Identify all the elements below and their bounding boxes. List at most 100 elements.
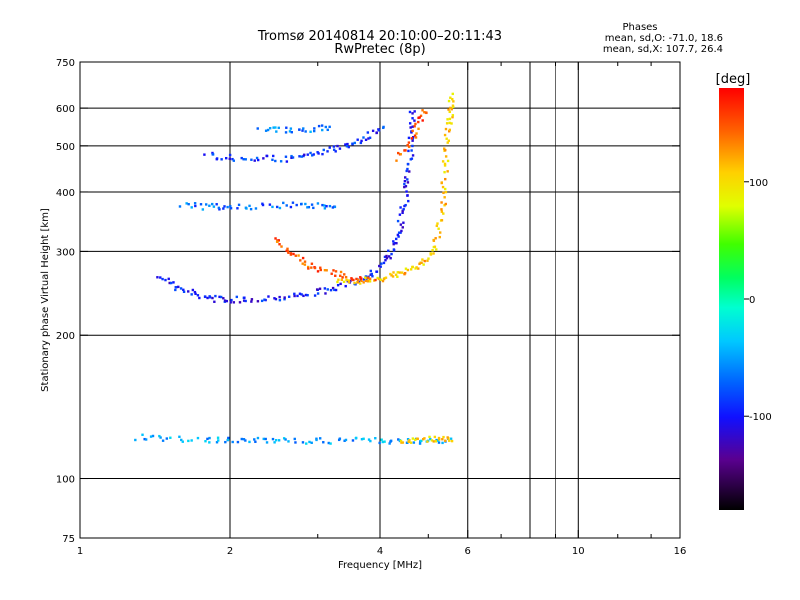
data-point bbox=[261, 202, 264, 205]
data-point bbox=[229, 301, 232, 304]
data-point bbox=[321, 152, 324, 156]
data-point bbox=[368, 277, 372, 281]
data-point bbox=[396, 271, 399, 274]
data-point bbox=[285, 160, 289, 163]
data-point bbox=[198, 296, 201, 300]
data-point bbox=[437, 438, 441, 441]
data-point bbox=[397, 231, 401, 234]
grid-lines bbox=[80, 62, 680, 538]
data-point bbox=[256, 158, 260, 162]
data-point bbox=[446, 436, 449, 439]
data-point bbox=[253, 438, 256, 441]
data-point bbox=[360, 279, 363, 282]
data-point bbox=[393, 241, 396, 245]
colorbar-label: [deg] bbox=[716, 72, 751, 87]
data-point bbox=[274, 126, 277, 129]
data-point bbox=[328, 146, 331, 149]
data-point bbox=[445, 137, 448, 140]
data-point bbox=[347, 280, 351, 284]
data-point bbox=[181, 440, 184, 443]
data-point bbox=[208, 436, 211, 440]
data-point bbox=[224, 440, 227, 444]
data-point bbox=[304, 202, 307, 206]
data-point bbox=[437, 441, 441, 444]
data-point bbox=[352, 278, 355, 282]
data-point bbox=[250, 158, 253, 161]
data-point bbox=[395, 159, 398, 162]
data-point bbox=[254, 207, 258, 210]
data-point bbox=[332, 145, 336, 148]
data-point bbox=[303, 260, 307, 263]
data-point bbox=[399, 439, 403, 443]
data-point bbox=[159, 276, 162, 279]
data-point bbox=[400, 441, 403, 444]
data-point bbox=[242, 299, 246, 302]
data-point bbox=[324, 292, 327, 295]
data-point bbox=[384, 259, 387, 262]
data-point bbox=[421, 109, 424, 112]
data-point bbox=[378, 264, 381, 268]
data-point bbox=[338, 147, 342, 150]
data-point bbox=[278, 295, 281, 299]
data-point bbox=[331, 286, 335, 290]
y-tick-label: 750 bbox=[56, 58, 75, 69]
data-point bbox=[402, 221, 405, 224]
data-point bbox=[344, 438, 348, 442]
data-point bbox=[411, 129, 414, 133]
data-point bbox=[254, 440, 257, 443]
data-point bbox=[250, 300, 253, 303]
data-point bbox=[230, 298, 233, 302]
data-point bbox=[232, 301, 236, 304]
data-point bbox=[298, 292, 302, 295]
data-point bbox=[387, 255, 391, 258]
data-point bbox=[284, 438, 287, 441]
data-point bbox=[411, 117, 414, 120]
data-point bbox=[236, 440, 240, 444]
data-point bbox=[451, 114, 455, 117]
data-point bbox=[385, 256, 389, 260]
data-point bbox=[441, 438, 444, 441]
data-point bbox=[211, 296, 214, 300]
data-point bbox=[193, 202, 197, 205]
data-point bbox=[406, 178, 409, 181]
data-point bbox=[399, 153, 402, 156]
data-point bbox=[371, 129, 375, 133]
data-point bbox=[167, 277, 170, 281]
data-point bbox=[351, 439, 355, 442]
data-point bbox=[315, 288, 319, 291]
data-point bbox=[289, 127, 293, 130]
data-points bbox=[134, 92, 455, 445]
data-point bbox=[407, 440, 410, 443]
data-point bbox=[356, 138, 359, 141]
data-point bbox=[229, 207, 233, 210]
data-point bbox=[156, 276, 159, 279]
data-point bbox=[451, 104, 455, 107]
data-point bbox=[313, 127, 316, 130]
data-point bbox=[396, 233, 400, 237]
data-point bbox=[380, 438, 383, 441]
data-point bbox=[414, 136, 418, 139]
data-point bbox=[240, 437, 243, 441]
data-point bbox=[406, 181, 410, 184]
data-point bbox=[287, 251, 290, 254]
data-point bbox=[362, 278, 366, 281]
data-point bbox=[333, 288, 336, 292]
data-point bbox=[231, 157, 234, 161]
data-point bbox=[413, 125, 416, 128]
data-point bbox=[244, 158, 247, 161]
data-point bbox=[303, 153, 306, 156]
data-point bbox=[267, 295, 270, 298]
y-tick-label: 500 bbox=[56, 142, 75, 153]
data-point bbox=[367, 137, 370, 140]
data-point bbox=[215, 203, 218, 206]
data-point bbox=[344, 143, 347, 146]
data-point bbox=[405, 441, 409, 445]
data-point bbox=[376, 276, 379, 280]
data-point bbox=[410, 157, 414, 160]
data-point bbox=[444, 177, 447, 181]
data-point bbox=[443, 196, 446, 199]
data-point bbox=[360, 438, 364, 441]
data-point bbox=[364, 279, 368, 283]
data-point bbox=[324, 125, 327, 129]
data-point bbox=[409, 268, 413, 271]
